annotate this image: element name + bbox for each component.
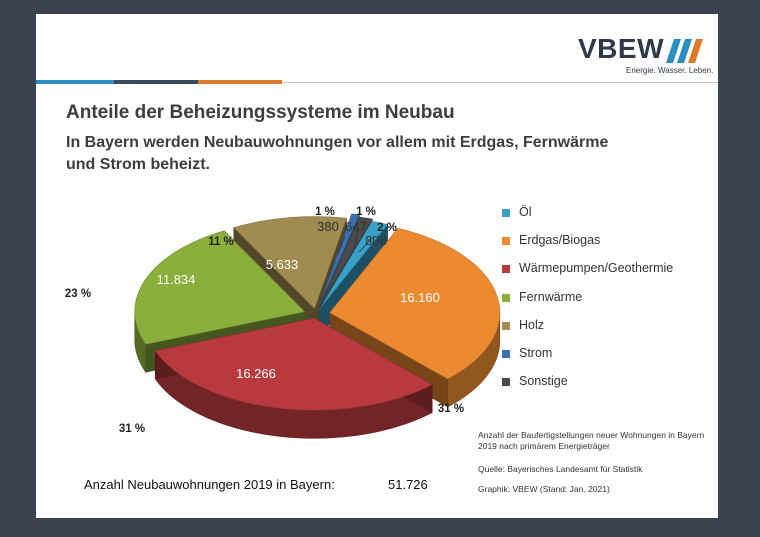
slide: VBEW Energie. Wasser. Leben. Anteile der… xyxy=(36,14,718,518)
legend-label: Öl xyxy=(519,205,532,219)
legend-label: Strom xyxy=(519,346,553,360)
bottom-band xyxy=(0,518,760,537)
vbew-logo: VBEW Energie. Wasser. Leben. xyxy=(578,33,714,80)
accent-stripe-dark xyxy=(114,80,198,84)
percent-label-fernwaerme: 23 % xyxy=(65,288,91,300)
value-label-strom: 380 xyxy=(317,219,339,234)
accent-stripe-orange xyxy=(198,80,282,84)
percent-label-strom: 1 % xyxy=(315,206,335,218)
chart-source: Quelle: Bayerisches Landesamt für Statis… xyxy=(478,464,643,474)
chart-note: Anzahl der Baufertigstellungen neuer Woh… xyxy=(478,430,705,451)
header-divider xyxy=(36,82,718,83)
value-label-sonstige: 647 xyxy=(345,219,367,234)
legend-swatch xyxy=(502,350,510,358)
legend-label: Sonstige xyxy=(519,374,568,389)
logo-text: VBEW xyxy=(578,33,664,64)
legend-swatch xyxy=(502,321,510,330)
legend-swatch xyxy=(502,237,510,246)
page-subtitle: In Bayern werden Neubauwohnungen vor all… xyxy=(66,134,609,173)
legend-swatch xyxy=(502,293,510,302)
value-label-oel: 806 xyxy=(365,233,387,248)
percent-label-sonstige: 1 % xyxy=(356,206,376,218)
total-value: 51.726 xyxy=(388,477,428,492)
logo-tagline: Energie. Wasser. Leben. xyxy=(626,66,714,75)
leader-line xyxy=(358,235,375,253)
legend-label: Wärmepumpen/Geothermie xyxy=(519,261,674,276)
leader-line xyxy=(353,228,359,251)
page-title: Anteile der Beheizungssysteme im Neubau xyxy=(66,102,455,123)
leader-line xyxy=(337,235,346,255)
percent-label-oel: 2 % xyxy=(377,222,397,234)
pie-chart: 806 16.160 16.266 11.834 5.633 380 647 2 % 31 % 3… xyxy=(65,206,501,439)
legend-swatch xyxy=(502,209,510,217)
total-label: Anzahl Neubauwohnungen 2019 in Bayern: xyxy=(84,477,335,492)
percent-label-waermepumpe: 31 % xyxy=(119,423,145,435)
value-label-holz: 5.633 xyxy=(266,257,299,272)
accent-stripe-blue xyxy=(36,80,114,84)
value-label-fernwaerme: 11.834 xyxy=(157,272,196,287)
legend-label: Holz xyxy=(519,317,545,332)
legend-swatch xyxy=(502,265,510,274)
value-label-waermepumpe: 16.266 xyxy=(236,366,276,381)
logo-slashes-icon xyxy=(666,39,703,63)
value-label-erdgas: 16.160 xyxy=(400,290,440,305)
percent-label-holz: 11 % xyxy=(208,236,234,248)
legend-label: Fernwärme xyxy=(519,289,583,304)
legend-swatch xyxy=(502,378,510,387)
legend-label: Erdgas/Biogas xyxy=(519,233,601,248)
pie-slice-waermepumpe xyxy=(154,317,433,439)
chart-credit: Graphik: VBEW (Stand: Jan. 2021) xyxy=(478,484,610,494)
percent-label-erdgas: 31 % xyxy=(438,403,464,415)
